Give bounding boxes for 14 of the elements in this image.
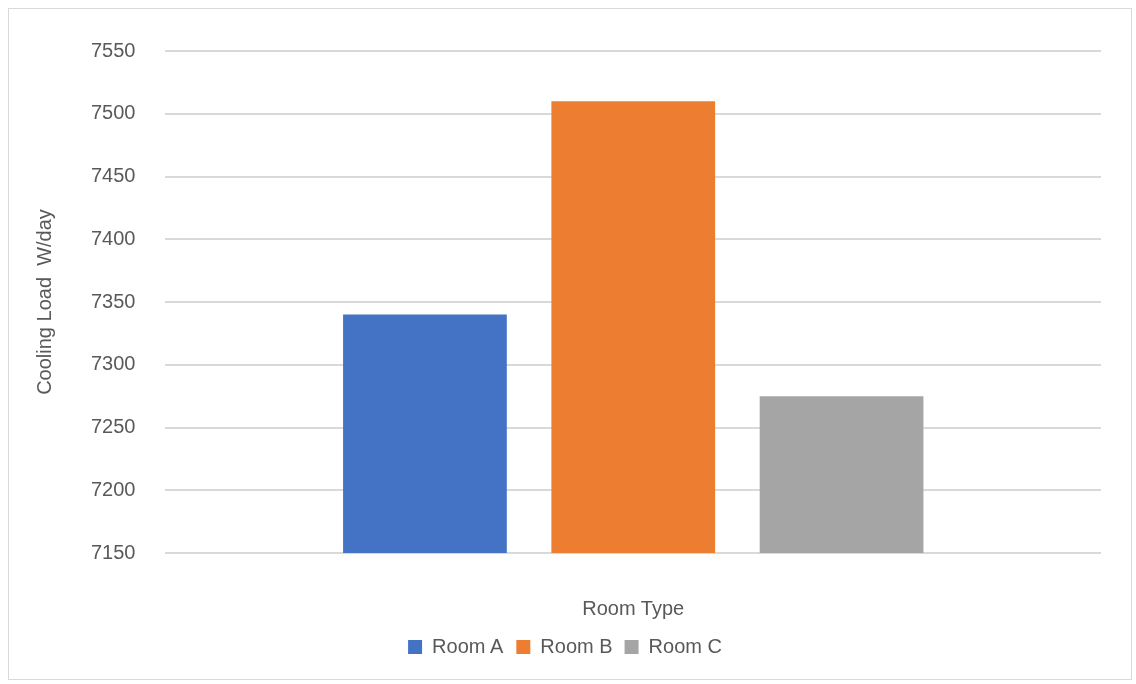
y-tick-label: 7350 <box>90 289 136 312</box>
y-tick-label: 7200 <box>90 477 136 500</box>
y-tick-label: 7400 <box>90 226 136 249</box>
y-tick-label: 7150 <box>90 540 136 563</box>
x-axis-title: Room Type <box>582 596 685 619</box>
y-tick-label: 7250 <box>90 415 136 438</box>
legend-label: Room A <box>432 634 504 657</box>
y-axis-title: Cooling Load W/day <box>32 209 55 395</box>
legend-label: Room C <box>648 634 722 657</box>
y-tick-label: 7300 <box>90 352 136 375</box>
y-tick-label: 7500 <box>90 101 136 124</box>
y-tick-label: 7550 <box>90 38 136 61</box>
legend-label: Room B <box>540 634 613 657</box>
y-tick-label: 7450 <box>90 164 136 187</box>
